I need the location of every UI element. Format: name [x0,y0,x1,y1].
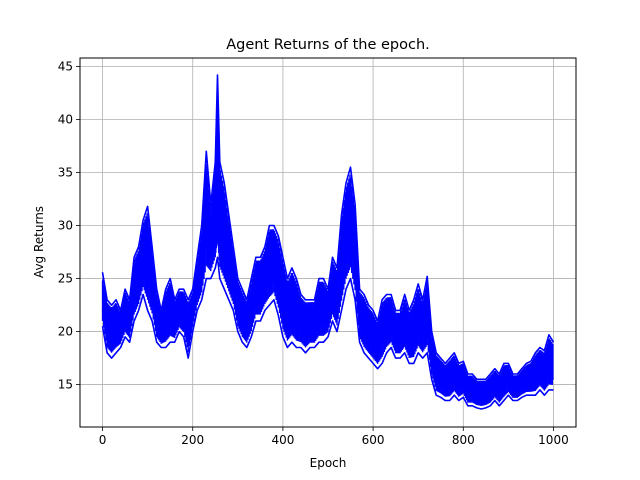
y-tick-label: 45 [58,59,73,73]
series-layer [101,74,555,410]
grid [80,58,576,427]
x-tick-label: 600 [362,433,385,447]
plot-frame [79,57,577,428]
y-tick-label: 20 [58,325,73,339]
ticks: 0 200 400 600 800 1000 15 20 25 30 35 40 45 [58,59,569,447]
chart-title: Agent Returns of the epoch. [226,37,430,53]
x-tick-label: 800 [452,433,475,447]
x-tick-label: 200 [181,433,204,447]
y-tick-label: 30 [58,219,73,233]
y-axis-label: Avg Returns [32,206,46,278]
x-tick-label: 1000 [538,433,569,447]
x-tick-label: 0 [99,433,107,447]
y-tick-label: 35 [58,166,73,180]
series-line [101,256,554,410]
x-axis-label: Epoch [310,456,347,470]
y-tick-label: 25 [58,272,73,286]
y-tick-label: 40 [58,113,73,127]
series-line [101,74,555,381]
x-tick-label: 400 [271,433,294,447]
y-tick-label: 15 [58,378,73,392]
